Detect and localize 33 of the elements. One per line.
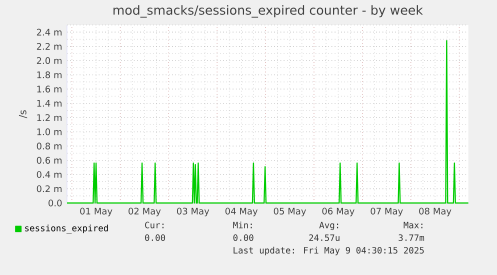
text: 0.00 (233, 234, 254, 241)
text: Avg: (319, 222, 338, 230)
x-tick-label: 02 May (128, 208, 161, 216)
y-tick-label: 2.0 m (36, 57, 62, 64)
y-tick-label: 0.8 m (36, 142, 62, 150)
legend-label: sessions_expired (25, 224, 108, 234)
y-tick-label: 0.4 m (36, 171, 62, 178)
y-tick-label: 2.2 m (36, 43, 62, 50)
x-tick-label: 08 May (419, 208, 452, 216)
x-tick-label: 04 May (225, 208, 258, 216)
y-tick-label: 1.8 m (37, 71, 62, 78)
x-tick-label: 05 May (274, 208, 306, 216)
text: Cur: (145, 222, 164, 228)
x-tick-label: 07 May (370, 208, 403, 216)
x-tick-label: 06 May (322, 208, 354, 216)
y-axis-title: /s (18, 110, 28, 118)
x-tick-label: 01 May (80, 208, 112, 216)
chart-title: mod_smacks/sessions_expired counter - by week (114, 5, 423, 18)
text: 0.00 (145, 234, 166, 241)
y-tick-label: 0.0 (48, 200, 62, 206)
y-tick-label: 2.4 m (36, 28, 62, 36)
y-tick-label: 1.4 m (37, 100, 62, 107)
y-tick-label: 0.2 m (36, 185, 62, 192)
x-tick-label: 03 May (176, 208, 210, 216)
text: 3.77m (398, 234, 424, 241)
y-tick-label: 1.2 m (37, 114, 62, 121)
text: 24.57u (309, 234, 340, 241)
text: Last update: Fri May 9 04:30:15 2025 (234, 246, 424, 256)
y-tick-label: 0.6 m (36, 156, 62, 164)
text: Min: (233, 222, 252, 228)
y-tick-label: 1.6 m (37, 86, 62, 92)
y-tick-label: 1.0 m (37, 128, 62, 136)
text: Max: (404, 222, 422, 228)
